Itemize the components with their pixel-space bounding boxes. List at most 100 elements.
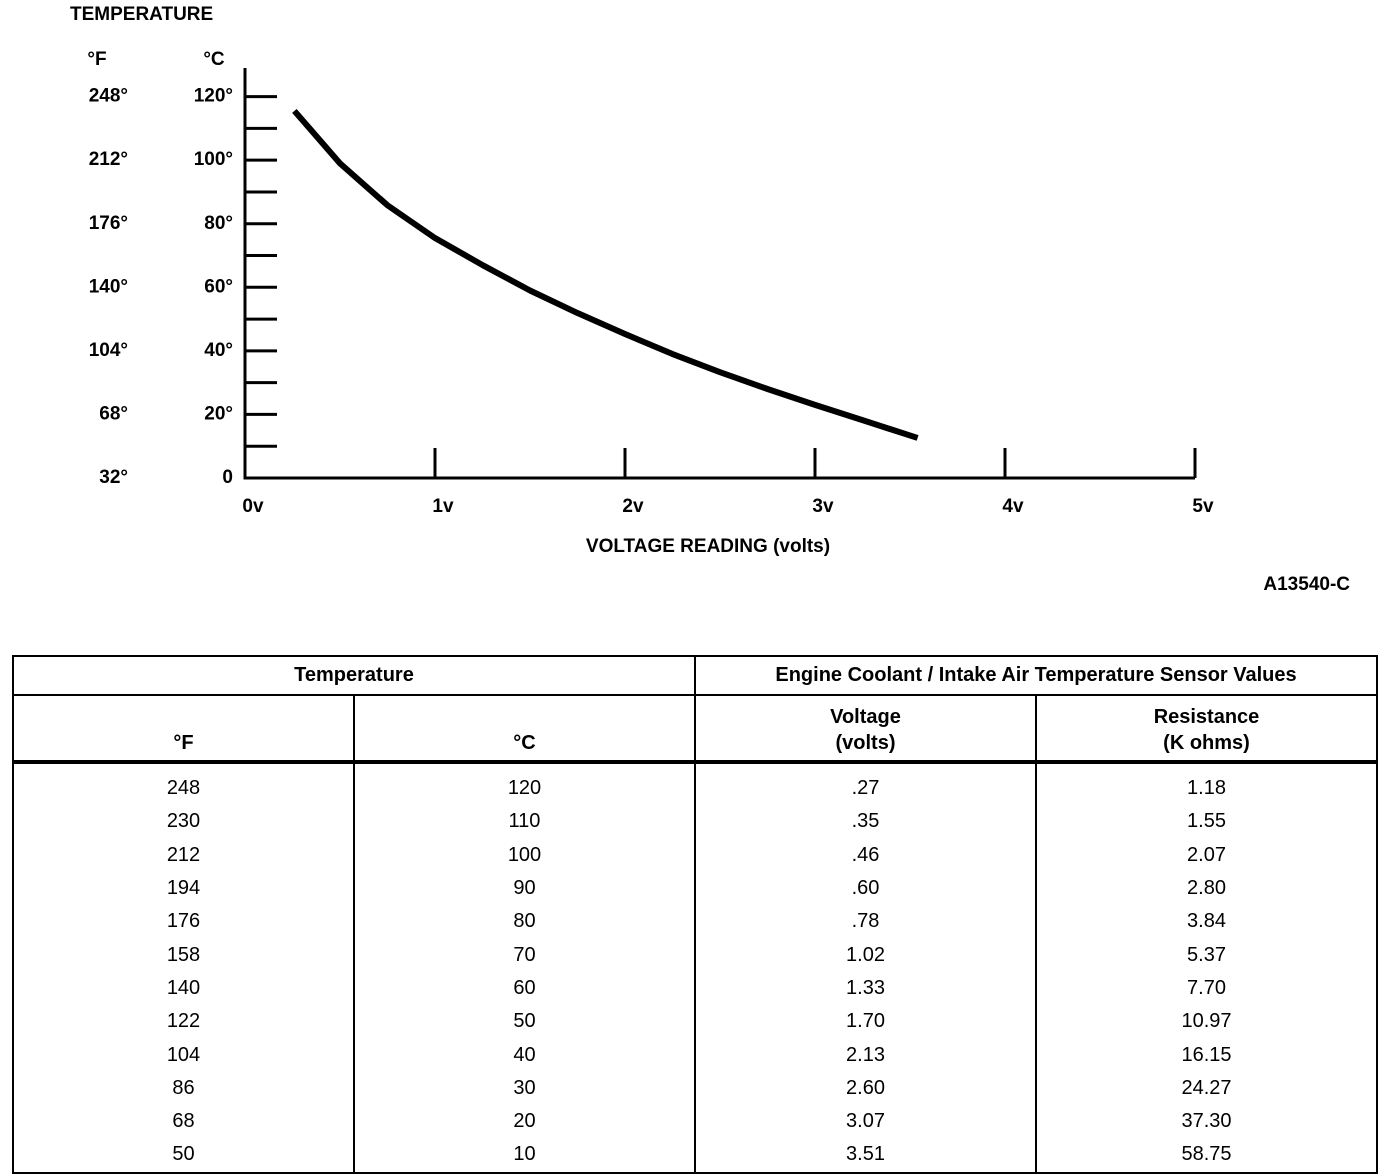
table-cell: Engine Coolant / Intake Air Temperature …	[694, 656, 1378, 696]
table-cell: 24.27	[1035, 1071, 1378, 1105]
y-tick-label: 120°	[194, 86, 233, 107]
y2-tick-label: 140°	[89, 276, 128, 297]
table-row: 86 30 2.60 24.27	[12, 1071, 1378, 1105]
table-cell: 158	[12, 938, 355, 972]
table-cell: 3.84	[1035, 905, 1378, 939]
temperature-curve	[292, 108, 919, 441]
table-cell: 1.02	[694, 938, 1037, 972]
table-row: 104 40 2.13 16.15	[12, 1038, 1378, 1072]
y-tick-label: 60°	[204, 276, 233, 297]
table-cell: 230	[12, 805, 355, 839]
table-cell: 110	[353, 805, 696, 839]
table-cell: 37.30	[1035, 1104, 1378, 1139]
x-tick-label: 1v	[432, 496, 454, 517]
y-tick-label: 0	[222, 467, 233, 488]
table-cell: 5.37	[1035, 938, 1378, 972]
table-cell: 140	[12, 971, 355, 1006]
table-row: 140 60 1.33 7.70	[12, 971, 1378, 1006]
y-unit: °C	[203, 49, 225, 70]
table-cell: 2.13	[694, 1038, 1037, 1072]
chart-title: TEMPERATURE	[70, 4, 213, 25]
chart: TEMPERATURE °F °C VOLTAGE READING (volts…	[70, 4, 1350, 595]
y2-tick-label: 32°	[99, 467, 128, 488]
table-cell: °F	[12, 695, 355, 764]
table-row: 176 80.78 3.84	[12, 905, 1378, 939]
table-cell: .27	[694, 762, 1037, 806]
x-tick-label: 3v	[812, 496, 834, 517]
y2-tick-label: 248°	[89, 86, 128, 107]
table-cell: 3.07	[694, 1104, 1037, 1139]
y-tick-label: 20°	[204, 403, 233, 424]
table-cell: 80	[353, 905, 696, 939]
table-cell: 68	[12, 1104, 355, 1139]
table-cell: 1.55	[1035, 805, 1378, 839]
column-header: (volts)	[835, 732, 896, 754]
table-cell: 7.70	[1035, 971, 1378, 1006]
table-row: 158 70 1.02 5.37	[12, 938, 1378, 972]
table-cell: 3.51	[694, 1138, 1037, 1173]
y-tick-label: 40°	[204, 340, 233, 361]
table-cell: 248	[12, 762, 355, 806]
table-cell: 176	[12, 905, 355, 939]
table-cell: 1.33	[694, 971, 1037, 1006]
table-cell: 90	[353, 871, 696, 906]
table-row: 212 100.46 2.07	[12, 838, 1378, 872]
table-cell: 104	[12, 1038, 355, 1072]
table-cell: 1.18	[1035, 762, 1378, 806]
column-header: Resistance	[1153, 706, 1260, 728]
table-cell: 20	[353, 1104, 696, 1139]
table-cell: 58.75	[1035, 1138, 1378, 1173]
table-cell: 1.70	[694, 1005, 1037, 1039]
y-tick-label: 100°	[194, 149, 233, 170]
table-cell: 120	[353, 762, 696, 806]
table-cell: Resistance (K ohms)	[1035, 695, 1378, 764]
y2-tick-label: 212°	[89, 149, 128, 170]
table-cell: 100	[353, 838, 696, 872]
table-row: 248 120.27 1.18	[12, 762, 1378, 806]
x-axis-label: VOLTAGE READING (volts)	[586, 536, 830, 557]
table-row: 122 50 1.70 10.97	[12, 1005, 1378, 1039]
y2-tick-label: 104°	[89, 340, 128, 361]
table-cell: 122	[12, 1005, 355, 1039]
column-header: (K ohms)	[1163, 732, 1250, 754]
y-tick-label: 80°	[204, 213, 233, 234]
figure-id: A13540-C	[1263, 574, 1350, 595]
table-cell: 10.97	[1035, 1005, 1378, 1039]
x-tick-label: 4v	[1002, 496, 1024, 517]
table-cell: .60	[694, 871, 1037, 906]
table-cell: 2.80	[1035, 871, 1378, 906]
y2-tick-label: 176°	[89, 213, 128, 234]
column-header: °C	[513, 732, 536, 754]
table-cell: 2.60	[694, 1071, 1037, 1105]
column-header: °F	[173, 732, 194, 754]
table-cell: 50	[353, 1005, 696, 1039]
table-cell: 212	[12, 838, 355, 872]
table-row: 230 110.35 1.55	[12, 805, 1378, 839]
table-row: Temperature Engine Coolant / Intake Air T…	[12, 656, 1378, 696]
table-cell: 70	[353, 938, 696, 972]
table-cell: .78	[694, 905, 1037, 939]
y2-unit: °F	[87, 49, 106, 70]
table-row: 194 90.60 2.80	[12, 871, 1378, 906]
table-cell: 30	[353, 1071, 696, 1105]
data-table: Temperature Engine Coolant / Intake Air T…	[12, 655, 1378, 1174]
table-cell: .46	[694, 838, 1037, 872]
table-cell: 60	[353, 971, 696, 1006]
table-row: 68 20 3.07 37.30	[12, 1104, 1378, 1139]
table-cell: 40	[353, 1038, 696, 1072]
table-cell: Voltage (volts)	[694, 695, 1037, 764]
column-header: Voltage	[830, 706, 901, 728]
y2-tick-label: 68°	[99, 403, 128, 424]
table-cell: .35	[694, 805, 1037, 839]
table-cell: 10	[353, 1138, 696, 1173]
table-cell: 194	[12, 871, 355, 906]
x-tick-label: 0v	[242, 496, 264, 517]
table-row: °F °C Voltage (volts) Resistance (K ohms)	[12, 695, 1378, 764]
x-tick-label: 5v	[1192, 496, 1214, 517]
table-cell: °C	[353, 695, 696, 764]
table-cell: 2.07	[1035, 838, 1378, 872]
x-tick-label: 2v	[622, 496, 644, 517]
table-cell: 50	[12, 1138, 355, 1173]
table-cell: 86	[12, 1071, 355, 1105]
